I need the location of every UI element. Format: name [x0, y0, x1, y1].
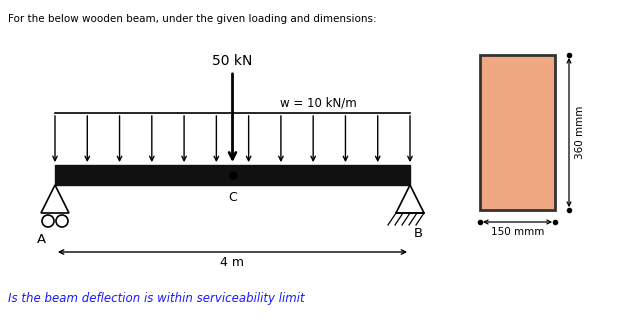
Text: C: C — [228, 191, 237, 204]
Text: w = 10 kN/m: w = 10 kN/m — [280, 96, 357, 109]
Text: A: A — [37, 233, 45, 246]
Text: Is the beam deflection is within serviceability limit: Is the beam deflection is within service… — [8, 292, 305, 305]
Bar — [55, 165, 410, 185]
Text: 360 mmm: 360 mmm — [575, 106, 585, 159]
Text: B: B — [414, 227, 423, 240]
Text: 4 m: 4 m — [221, 256, 244, 269]
Text: 150 mmm: 150 mmm — [491, 227, 544, 237]
Text: 50 kN: 50 kN — [213, 54, 253, 68]
Text: For the below wooden beam, under the given loading and dimensions:: For the below wooden beam, under the giv… — [8, 14, 377, 24]
Bar — [480, 55, 555, 210]
